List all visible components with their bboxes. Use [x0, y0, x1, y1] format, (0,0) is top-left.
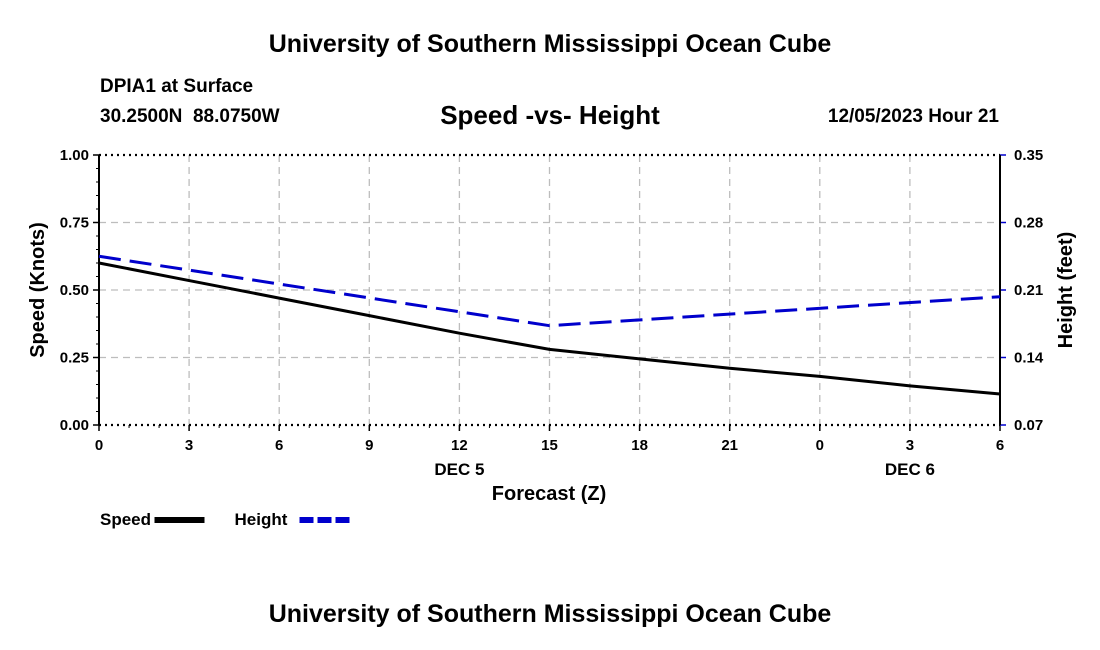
- chart-title: Speed -vs- Height: [440, 100, 660, 130]
- station-name: DPIA1 at Surface: [100, 76, 254, 97]
- station-coordinates: 30.2500N 88.0750W: [100, 106, 280, 127]
- x-tick-label: 0: [816, 437, 824, 454]
- speed-series-line: [98, 261, 1001, 396]
- x-tick-label: 6: [275, 437, 283, 454]
- x-tick-label: 3: [185, 437, 193, 454]
- footer-title: University of Southern Mississippi Ocean…: [268, 600, 832, 628]
- y-left-tick-label: 1.00: [60, 147, 89, 164]
- date-label: DEC 5: [434, 460, 484, 479]
- y-right-tick-label: 0.14: [1014, 350, 1044, 367]
- y-right-tick-label: 0.21: [1014, 282, 1043, 299]
- page-title: University of Southern Mississippi Ocean…: [268, 30, 832, 58]
- x-tick-label: 12: [451, 437, 468, 454]
- y-left-tick-label: 0.75: [60, 215, 89, 232]
- x-tick-label: 9: [365, 437, 373, 454]
- x-axis-label: Forecast (Z): [492, 483, 606, 505]
- y-right-tick-label: 0.28: [1014, 215, 1043, 232]
- y-left-tick-label: 0.25: [60, 350, 89, 367]
- y-right-tick-label: 0.35: [1014, 147, 1043, 164]
- legend-label: Speed: [100, 510, 151, 529]
- y-axis-label-right: Height (feet): [1055, 232, 1077, 349]
- x-tick-label: 15: [541, 437, 558, 454]
- legend-label: Height: [235, 510, 288, 529]
- x-tick-label: 21: [721, 437, 738, 454]
- x-tick-label: 3: [906, 437, 914, 454]
- y-left-tick-label: 0.50: [60, 282, 89, 299]
- y-axis-label-left: Speed (Knots): [27, 222, 49, 358]
- x-tick-label: 6: [996, 437, 1004, 454]
- x-tick-label: 0: [95, 437, 103, 454]
- y-right-tick-label: 0.07: [1014, 417, 1043, 434]
- x-tick-label: 18: [631, 437, 648, 454]
- chart-timestamp: 12/05/2023 Hour 21: [827, 106, 999, 127]
- date-label: DEC 6: [885, 460, 935, 479]
- height-series-line: [98, 254, 1001, 328]
- y-left-tick-label: 0.00: [60, 417, 89, 434]
